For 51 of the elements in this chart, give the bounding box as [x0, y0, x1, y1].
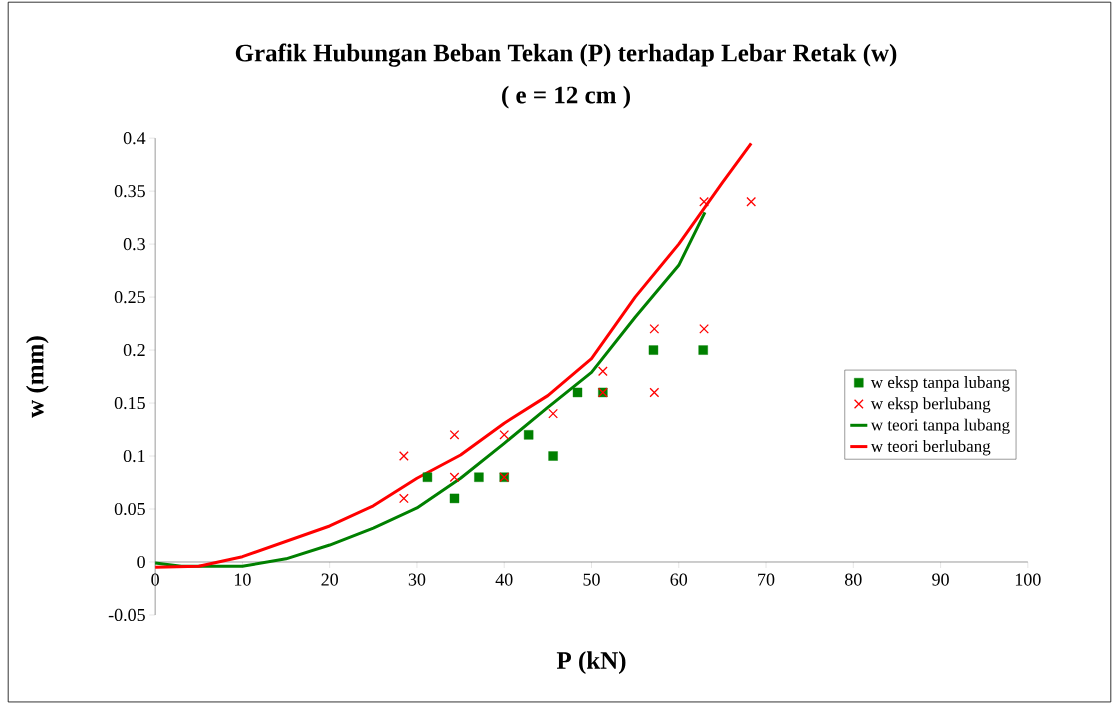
point: [699, 196, 709, 207]
legend-label: w eksp berlubang: [870, 397, 991, 413]
y-axis-title: w (mm): [26, 336, 49, 418]
point: [746, 196, 757, 207]
y-tick-label: 0.25: [114, 290, 145, 304]
point: [699, 323, 709, 334]
point: [548, 408, 558, 419]
y-tick-label: 0.15: [114, 396, 145, 410]
x-axis-title: P (kN): [556, 651, 626, 674]
point: [499, 429, 510, 440]
x-tick-label: 10: [235, 573, 251, 586]
y-tick-label: 0.3: [123, 237, 145, 251]
point: [648, 345, 659, 355]
x-tick-label: 90: [932, 573, 949, 586]
point: [649, 323, 660, 334]
y-tick-label: 0.35: [114, 184, 145, 198]
legend-label: w teori berlubang: [870, 439, 991, 456]
point: [398, 451, 409, 461]
y-tick-label: -0.05: [108, 608, 145, 622]
y-tick-label: 0.05: [114, 502, 145, 516]
y-tick-label: 0.1: [123, 449, 145, 463]
legend-label: w teori tanpa lubang: [870, 418, 1010, 435]
point: [422, 472, 433, 482]
chart-subtitle: ( e = 12 cm ): [502, 85, 630, 109]
point: [449, 429, 460, 440]
x-tick-label: 20: [321, 573, 338, 586]
y-tick-label: 0.4: [123, 131, 146, 145]
x-tick-label: 40: [495, 573, 513, 586]
x-tick-label: 30: [408, 573, 426, 586]
point: [548, 451, 558, 461]
chart-title: Grafik Hubungan Beban Tekan (P) terhadap Lebar Retak (w): [235, 43, 897, 67]
x-tick-label: 70: [758, 573, 775, 586]
line-series: [153, 210, 707, 568]
x-tick-label: 100: [1015, 573, 1041, 586]
y-tick-label: 0.2: [123, 343, 145, 357]
point: [597, 366, 608, 377]
point: [649, 387, 660, 398]
point: [449, 472, 460, 483]
point: [572, 387, 583, 398]
point: [449, 493, 460, 504]
legend-label: w eksp tanpa lubang: [870, 376, 1010, 392]
x-tick-label: 50: [583, 573, 600, 586]
x-tick-label: 0: [151, 573, 159, 586]
point: [398, 493, 409, 504]
x-tick-label: 60: [670, 573, 688, 586]
point: [523, 430, 534, 440]
point: [698, 345, 708, 355]
line-series: [153, 141, 753, 569]
point: [474, 472, 484, 482]
y-tick-label: 0: [137, 555, 145, 568]
x-tick-label: 80: [844, 573, 862, 586]
